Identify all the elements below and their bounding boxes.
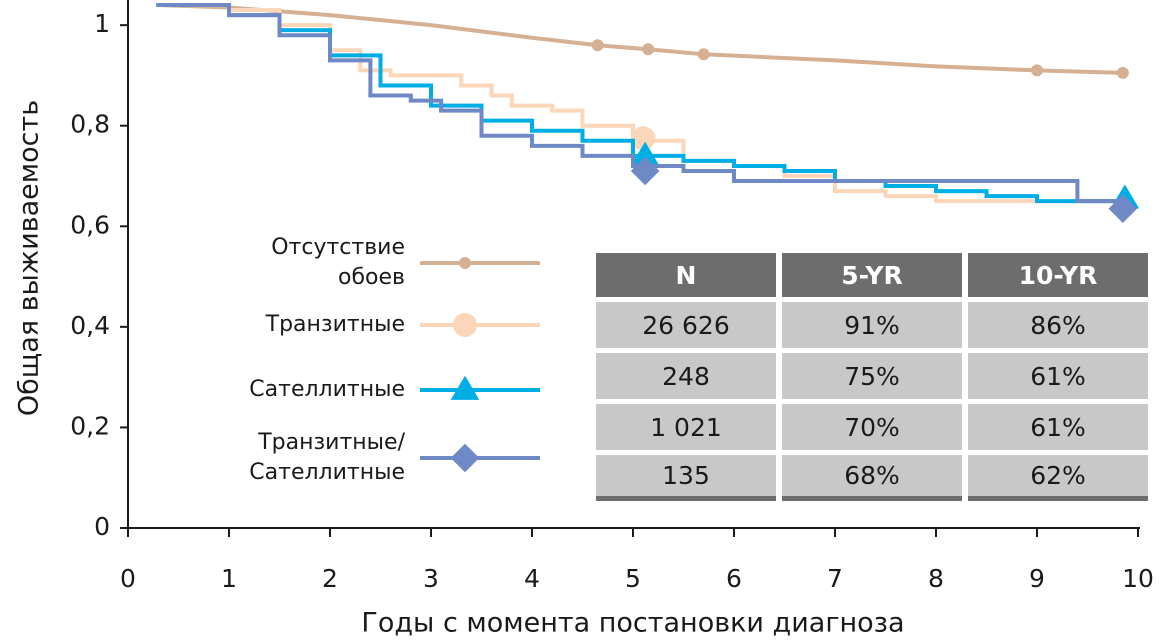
table-cell: 70% <box>782 404 962 450</box>
table-row: 248 75% 61% <box>596 353 1148 399</box>
series <box>158 3 1129 79</box>
marker <box>1116 66 1129 79</box>
x-tick-label: 2 <box>322 564 338 593</box>
marker <box>697 48 710 61</box>
table-cell: 135 <box>596 455 776 501</box>
table-cell: 75% <box>782 353 962 399</box>
marker <box>1108 194 1138 223</box>
y-tick-label: 0,6 <box>70 210 110 239</box>
y-tick-label: 0 <box>94 512 110 541</box>
x-tick-label: 7 <box>827 564 843 593</box>
x-tick-label: 10 <box>1122 564 1154 593</box>
y-tick-label: 0,4 <box>70 311 110 340</box>
series <box>156 3 1138 223</box>
marker <box>453 313 477 337</box>
marker <box>459 257 471 269</box>
table-cell: 68% <box>782 455 962 501</box>
table-cell: 1 021 <box>596 404 776 450</box>
x-tick-label: 0 <box>120 564 136 593</box>
x-tick-label: 5 <box>625 564 641 593</box>
line <box>158 3 1123 75</box>
table-header-cell: 10-YR <box>968 253 1148 297</box>
legend-label: Транзитные/ Сателлитные <box>249 430 405 485</box>
legend-label: Отсутствие обоев <box>271 235 405 290</box>
x-tick-label: 9 <box>1029 564 1045 593</box>
marker <box>1031 64 1043 77</box>
x-tick-label: 8 <box>928 564 944 593</box>
legend-label: Транзитные <box>265 312 405 337</box>
x-tick-label: 1 <box>221 564 237 593</box>
table-row: 135 68% 62% <box>596 455 1148 501</box>
legend-label: Сателлитные <box>249 377 405 402</box>
table-cell: 248 <box>596 353 776 399</box>
table-cell: 26 626 <box>596 302 776 348</box>
table-body: 26 626 91% 86% 248 75% 61% 1 021 70% 61% 135 68% 62… <box>596 302 1148 501</box>
table-cell: 61% <box>968 404 1148 450</box>
table-cell: 61% <box>968 353 1148 399</box>
table-cell: 91% <box>782 302 962 348</box>
y-tick-label: 0,8 <box>70 110 110 139</box>
data-table: N 5-YR 10-YR 26 626 91% 86% 248 75% 61% 1 021 70% 6… <box>590 248 1154 506</box>
table-header-cell: 5-YR <box>782 253 962 297</box>
marker <box>631 126 656 151</box>
table-header: N 5-YR 10-YR <box>596 253 1148 297</box>
table-cell: 86% <box>968 302 1148 348</box>
x-tick-label: 3 <box>423 564 439 593</box>
y-tick-label: 0,2 <box>70 411 110 440</box>
marker <box>591 39 604 52</box>
table-header-cell: N <box>596 253 776 297</box>
x-axis-title: Годы с момента постановки диагноза <box>361 608 904 639</box>
x-tick-label: 6 <box>726 564 742 593</box>
x-tick-label: 4 <box>524 564 540 593</box>
marker <box>450 443 480 473</box>
marker <box>630 156 660 186</box>
y-axis-title: Общая выживаемость <box>14 100 45 416</box>
y-tick-label: 1 <box>94 9 110 38</box>
marker <box>642 43 655 56</box>
table-row: 26 626 91% 86% <box>596 302 1148 348</box>
table-cell: 62% <box>968 455 1148 501</box>
marker <box>630 141 660 166</box>
table-row: 1 021 70% 61% <box>596 404 1148 450</box>
marker <box>450 375 480 400</box>
